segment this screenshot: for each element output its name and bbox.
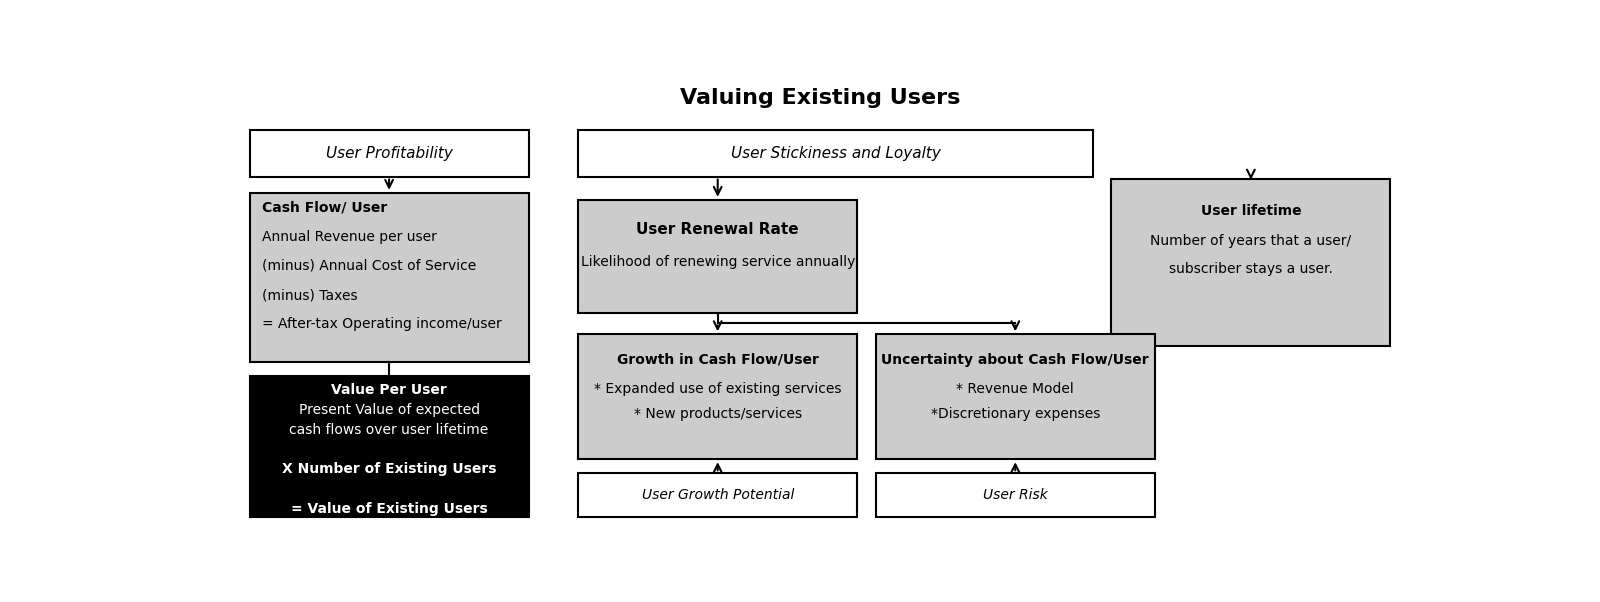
Text: User Profitability: User Profitability	[326, 146, 453, 161]
Text: * New products/services: * New products/services	[634, 408, 802, 421]
FancyBboxPatch shape	[578, 130, 1093, 176]
Text: (minus) Taxes: (minus) Taxes	[262, 288, 358, 302]
FancyBboxPatch shape	[250, 376, 528, 517]
Text: * Revenue Model: * Revenue Model	[957, 382, 1074, 396]
Text: = Value of Existing Users: = Value of Existing Users	[291, 502, 488, 517]
FancyBboxPatch shape	[875, 334, 1155, 459]
Text: Uncertainty about Cash Flow/User: Uncertainty about Cash Flow/User	[882, 353, 1149, 367]
FancyBboxPatch shape	[578, 200, 858, 313]
Text: User Growth Potential: User Growth Potential	[642, 488, 794, 502]
Text: X Number of Existing Users: X Number of Existing Users	[282, 462, 496, 477]
Text: User Stickiness and Loyalty: User Stickiness and Loyalty	[731, 146, 941, 161]
Text: Valuing Existing Users: Valuing Existing Users	[680, 88, 960, 108]
FancyBboxPatch shape	[578, 473, 858, 517]
Text: subscriber stays a user.: subscriber stays a user.	[1170, 262, 1333, 276]
FancyBboxPatch shape	[1112, 179, 1390, 346]
Text: Number of years that a user/: Number of years that a user/	[1150, 234, 1352, 249]
FancyBboxPatch shape	[250, 130, 528, 176]
Text: * Expanded use of existing services: * Expanded use of existing services	[594, 382, 842, 396]
Text: Cash Flow/ User: Cash Flow/ User	[262, 200, 387, 214]
Text: cash flows over user lifetime: cash flows over user lifetime	[290, 423, 488, 436]
FancyBboxPatch shape	[875, 473, 1155, 517]
Text: Growth in Cash Flow/User: Growth in Cash Flow/User	[616, 353, 819, 367]
FancyBboxPatch shape	[250, 193, 528, 362]
Text: User Renewal Rate: User Renewal Rate	[637, 222, 798, 237]
Text: User Risk: User Risk	[982, 488, 1048, 502]
Text: User lifetime: User lifetime	[1200, 204, 1301, 219]
Text: Annual Revenue per user: Annual Revenue per user	[262, 230, 437, 244]
FancyBboxPatch shape	[578, 334, 858, 459]
Text: (minus) Annual Cost of Service: (minus) Annual Cost of Service	[262, 259, 477, 273]
Text: Likelihood of renewing service annually: Likelihood of renewing service annually	[581, 255, 854, 269]
Text: = After-tax Operating income/user: = After-tax Operating income/user	[262, 317, 502, 332]
Text: Present Value of expected: Present Value of expected	[299, 403, 480, 417]
Text: *Discretionary expenses: *Discretionary expenses	[931, 408, 1099, 421]
Text: Value Per User: Value Per User	[331, 383, 446, 397]
